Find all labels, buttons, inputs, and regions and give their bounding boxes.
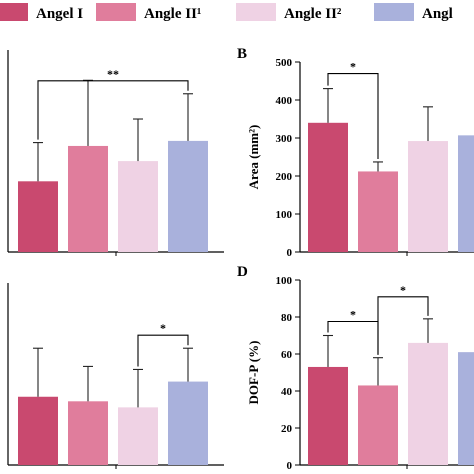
legend-item: Angle II¹: [96, 3, 201, 22]
bar: [118, 161, 158, 252]
bar: [458, 135, 474, 252]
bar: [68, 145, 108, 252]
bracket-line: [327, 320, 379, 355]
bar: [408, 342, 448, 465]
legend-swatch: [96, 3, 136, 21]
legend-item: Angl: [374, 3, 453, 22]
significance-label: *: [350, 308, 356, 322]
y-tick-label: 80: [281, 312, 293, 324]
legend-item: Angle II²: [236, 3, 342, 22]
significance-label: *: [400, 283, 406, 297]
significance-bracket: *: [377, 283, 429, 355]
y-tick-label: 40: [281, 386, 293, 398]
y-axis-label: Area (mm²): [246, 125, 261, 190]
bar: [118, 407, 158, 465]
y-tick-label: 100: [276, 209, 293, 221]
y-tick-label: 100: [276, 275, 293, 287]
significance-bracket: *: [137, 321, 189, 367]
significance-label: **: [107, 67, 119, 81]
bar: [408, 141, 448, 252]
bar: [308, 122, 348, 252]
chart-panel-c: *: [7, 283, 224, 469]
bar: [168, 140, 208, 252]
chart-panel-d: D 0 20 40 60 80 100 DOF-P (%) * *: [237, 264, 474, 472]
legend-swatch: [374, 3, 414, 21]
chart-panel-a: **: [7, 50, 224, 256]
bracket-line: [37, 80, 189, 140]
bar: [18, 396, 58, 465]
legend-swatch: [236, 3, 276, 21]
significance-bracket: *: [327, 60, 379, 159]
bar: [168, 381, 208, 465]
legend-label: Angl: [422, 6, 453, 22]
legend-label: Angle II¹: [144, 6, 201, 22]
bracket-line: [137, 334, 189, 367]
y-tick-label: 0: [287, 460, 293, 472]
panel-letter: B: [237, 46, 247, 62]
legend-label: Angel I: [36, 6, 83, 22]
y-tick-label: 500: [276, 57, 293, 69]
y-tick-label: 0: [287, 247, 293, 259]
y-tick-label: 400: [276, 95, 293, 107]
y-tick-label: 20: [281, 423, 293, 435]
y-tick-label: 200: [276, 171, 293, 183]
y-axis-label: DOF-P (%): [246, 341, 261, 405]
bar: [358, 171, 398, 252]
y-tick-label: 60: [281, 349, 293, 361]
significance-bracket: **: [37, 67, 189, 140]
bar: [68, 401, 108, 465]
bracket-line: [327, 73, 379, 159]
bracket-line: [377, 296, 429, 355]
significance-label: *: [160, 321, 166, 335]
significance-label: *: [350, 60, 356, 74]
bar: [18, 181, 58, 252]
bar: [358, 385, 398, 465]
legend-label: Angle II²: [284, 6, 342, 22]
bar: [308, 366, 348, 465]
chart-panel-b: B 0 100 200 300 400 500 Area (mm²) *: [237, 46, 474, 259]
panel-letter: D: [237, 264, 248, 280]
y-tick-label: 300: [276, 133, 293, 145]
legend-item: Angel I: [0, 3, 83, 22]
legend-swatch: [0, 3, 28, 21]
significance-bracket: *: [327, 308, 379, 355]
bar: [458, 352, 474, 465]
